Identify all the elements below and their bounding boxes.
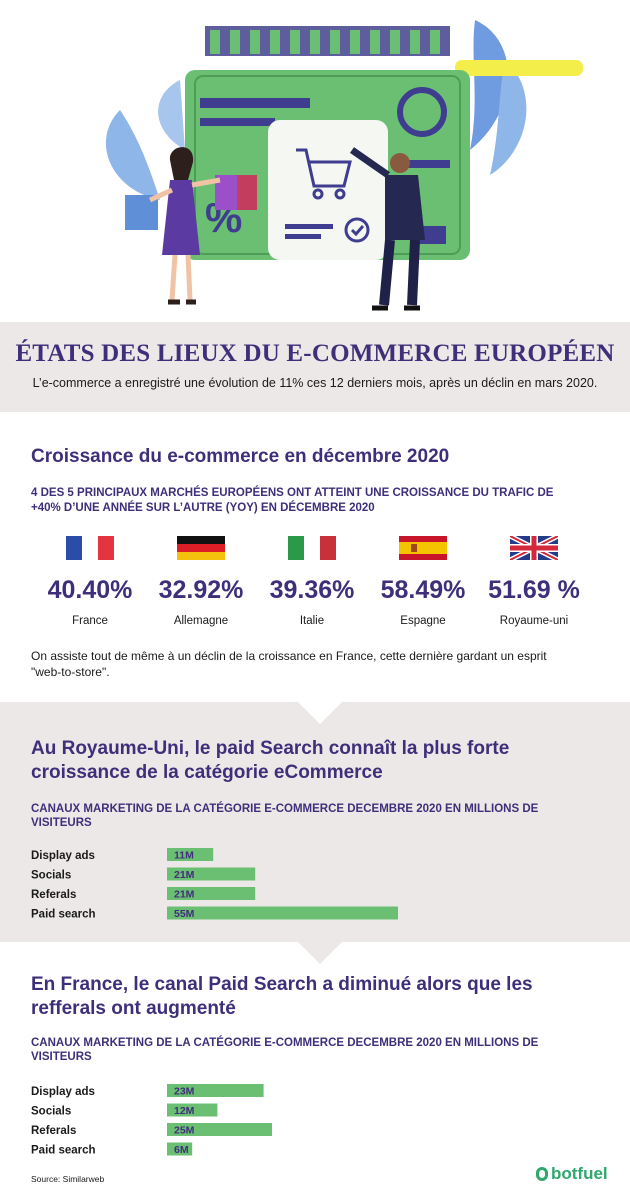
bar-category-label: Paid search <box>31 1145 96 1157</box>
market-value: 32.92% <box>158 576 244 604</box>
bar-referals <box>167 887 256 900</box>
brand-name: botfuel <box>551 1164 608 1183</box>
bar-display-ads <box>167 848 214 861</box>
source-note: Source: Similarweb <box>31 1174 105 1184</box>
botfuel-logo-icon <box>536 1167 548 1181</box>
woman-shopper <box>125 147 257 305</box>
fr-caption-line2: VISITEURS <box>31 1051 92 1063</box>
uk-section: Au Royaume-Uni, le paid Search connaît l… <box>0 702 630 942</box>
page-subtitle: L’e-commerce a enregistré une évolution … <box>32 376 598 390</box>
bar-paid-search <box>167 906 398 920</box>
uk-heading-line1: Au Royaume-Uni, le paid Search connaît l… <box>31 738 510 759</box>
france-flag-icon <box>66 536 114 560</box>
bar-category-label: Display ads <box>31 1086 95 1098</box>
market-country: Allemagne <box>173 615 229 627</box>
growth-note-line2: "web-to-store". <box>31 665 110 679</box>
store-awning <box>205 26 450 56</box>
uk-caption-line1: CANAUX MARKETING DE LA CATÉGORIE E-COMME… <box>31 803 539 815</box>
market-value: 39.36% <box>269 576 355 604</box>
bar-category-label: Referals <box>31 1125 76 1137</box>
growth-subheading-line1: 4 DES 5 PRINCIPAUX MARCHÉS EUROPÉENS ONT… <box>31 487 554 499</box>
market-france: 40.40% France <box>34 536 146 627</box>
growth-heading: Croissance du e-commerce en décembre 202… <box>31 446 450 467</box>
leaf-decoration <box>470 20 509 150</box>
bar-value-label: 21M <box>174 889 195 901</box>
hero-illustration: % <box>0 0 630 322</box>
bar-category-label: Paid search <box>31 909 96 921</box>
bar-socials <box>167 1103 218 1117</box>
market-value: 40.40% <box>47 576 133 604</box>
bar-value-label: 55M <box>174 908 195 920</box>
market-uk: 51.69 % Royaume-uni <box>478 536 590 627</box>
page-title: ÉTATS DES LIEUX DU E-COMMERCE EUROPÉEN <box>15 340 615 367</box>
bar-category-label: Display ads <box>31 850 95 862</box>
france-section: En France, le canal Paid Search a diminu… <box>0 942 630 1200</box>
germany-flag-icon <box>177 536 225 560</box>
spain-flag-icon <box>399 536 447 560</box>
check-icon <box>344 217 370 243</box>
bar-value-label: 6M <box>174 1144 189 1156</box>
bar-referals <box>167 1123 272 1136</box>
market-italy: 39.36% Italie <box>256 536 368 627</box>
bar-paid-search <box>167 1142 193 1156</box>
bar-category-label: Socials <box>31 1106 71 1118</box>
leaf-decoration <box>105 110 160 200</box>
uk-flag-icon <box>510 536 558 560</box>
fr-heading-line2: refferals ont augmenté <box>31 998 236 1019</box>
growth-subheading-line2: +40% D’UNE ANNÉE SUR L’AUTRE (YOY) EN DÉ… <box>31 502 375 514</box>
uk-caption-line2: VISITEURS <box>31 817 92 829</box>
bar-category-label: Socials <box>31 870 71 882</box>
section-notch <box>298 942 342 964</box>
leaf-decoration <box>158 80 185 150</box>
shopping-cart-icon <box>296 148 352 200</box>
growth-section: Croissance du e-commerce en décembre 202… <box>0 412 630 702</box>
bar-value-label: 23M <box>174 1086 195 1098</box>
bar-value-label: 11M <box>174 850 194 862</box>
market-spain: 58.49% Espagne <box>367 536 479 627</box>
italy-flag-icon <box>288 536 336 560</box>
shopping-illustration: % <box>105 20 583 311</box>
market-germany: 32.92% Allemagne <box>145 536 257 627</box>
man-shopper <box>350 147 425 311</box>
market-country: France <box>72 615 108 627</box>
section-notch <box>298 702 342 724</box>
bar-category-label: Referals <box>31 889 76 901</box>
clock-icon <box>397 87 447 137</box>
market-value: 58.49% <box>380 576 466 604</box>
brand-logo: botfuel <box>536 1164 608 1184</box>
bar-value-label: 21M <box>174 869 195 881</box>
france-channels-bar-chart: Display ads 23M Socials 12M Referals 25M Paid … <box>31 1084 272 1157</box>
growth-note-line1: On assiste tout de même à un déclin de l… <box>31 649 547 663</box>
uk-channels-bar-chart: Display ads 11M Socials 21M Referals 21M Paid … <box>31 848 398 921</box>
bar-value-label: 25M <box>174 1125 195 1137</box>
bar-value-label: 12M <box>174 1105 195 1117</box>
market-value: 51.69 % <box>488 576 580 604</box>
awning-stripes <box>210 30 440 54</box>
bar-socials <box>167 867 256 881</box>
market-country: Royaume-uni <box>499 615 569 627</box>
growth-note: On assiste tout de même à un déclin de l… <box>31 648 611 680</box>
title-band: ÉTATS DES LIEUX DU E-COMMERCE EUROPÉEN L… <box>0 322 630 412</box>
yellow-stripe <box>455 60 583 76</box>
bar-display-ads <box>167 1084 264 1097</box>
fr-caption-line1: CANAUX MARKETING DE LA CATÉGORIE E-COMME… <box>31 1037 539 1049</box>
leaf-decoration <box>490 60 527 175</box>
market-country: Italie <box>299 615 325 627</box>
fr-heading-line1: En France, le canal Paid Search a diminu… <box>31 974 533 995</box>
uk-heading-line2: croissance de la catégorie eCommerce <box>31 762 383 783</box>
market-country: Espagne <box>400 615 446 627</box>
